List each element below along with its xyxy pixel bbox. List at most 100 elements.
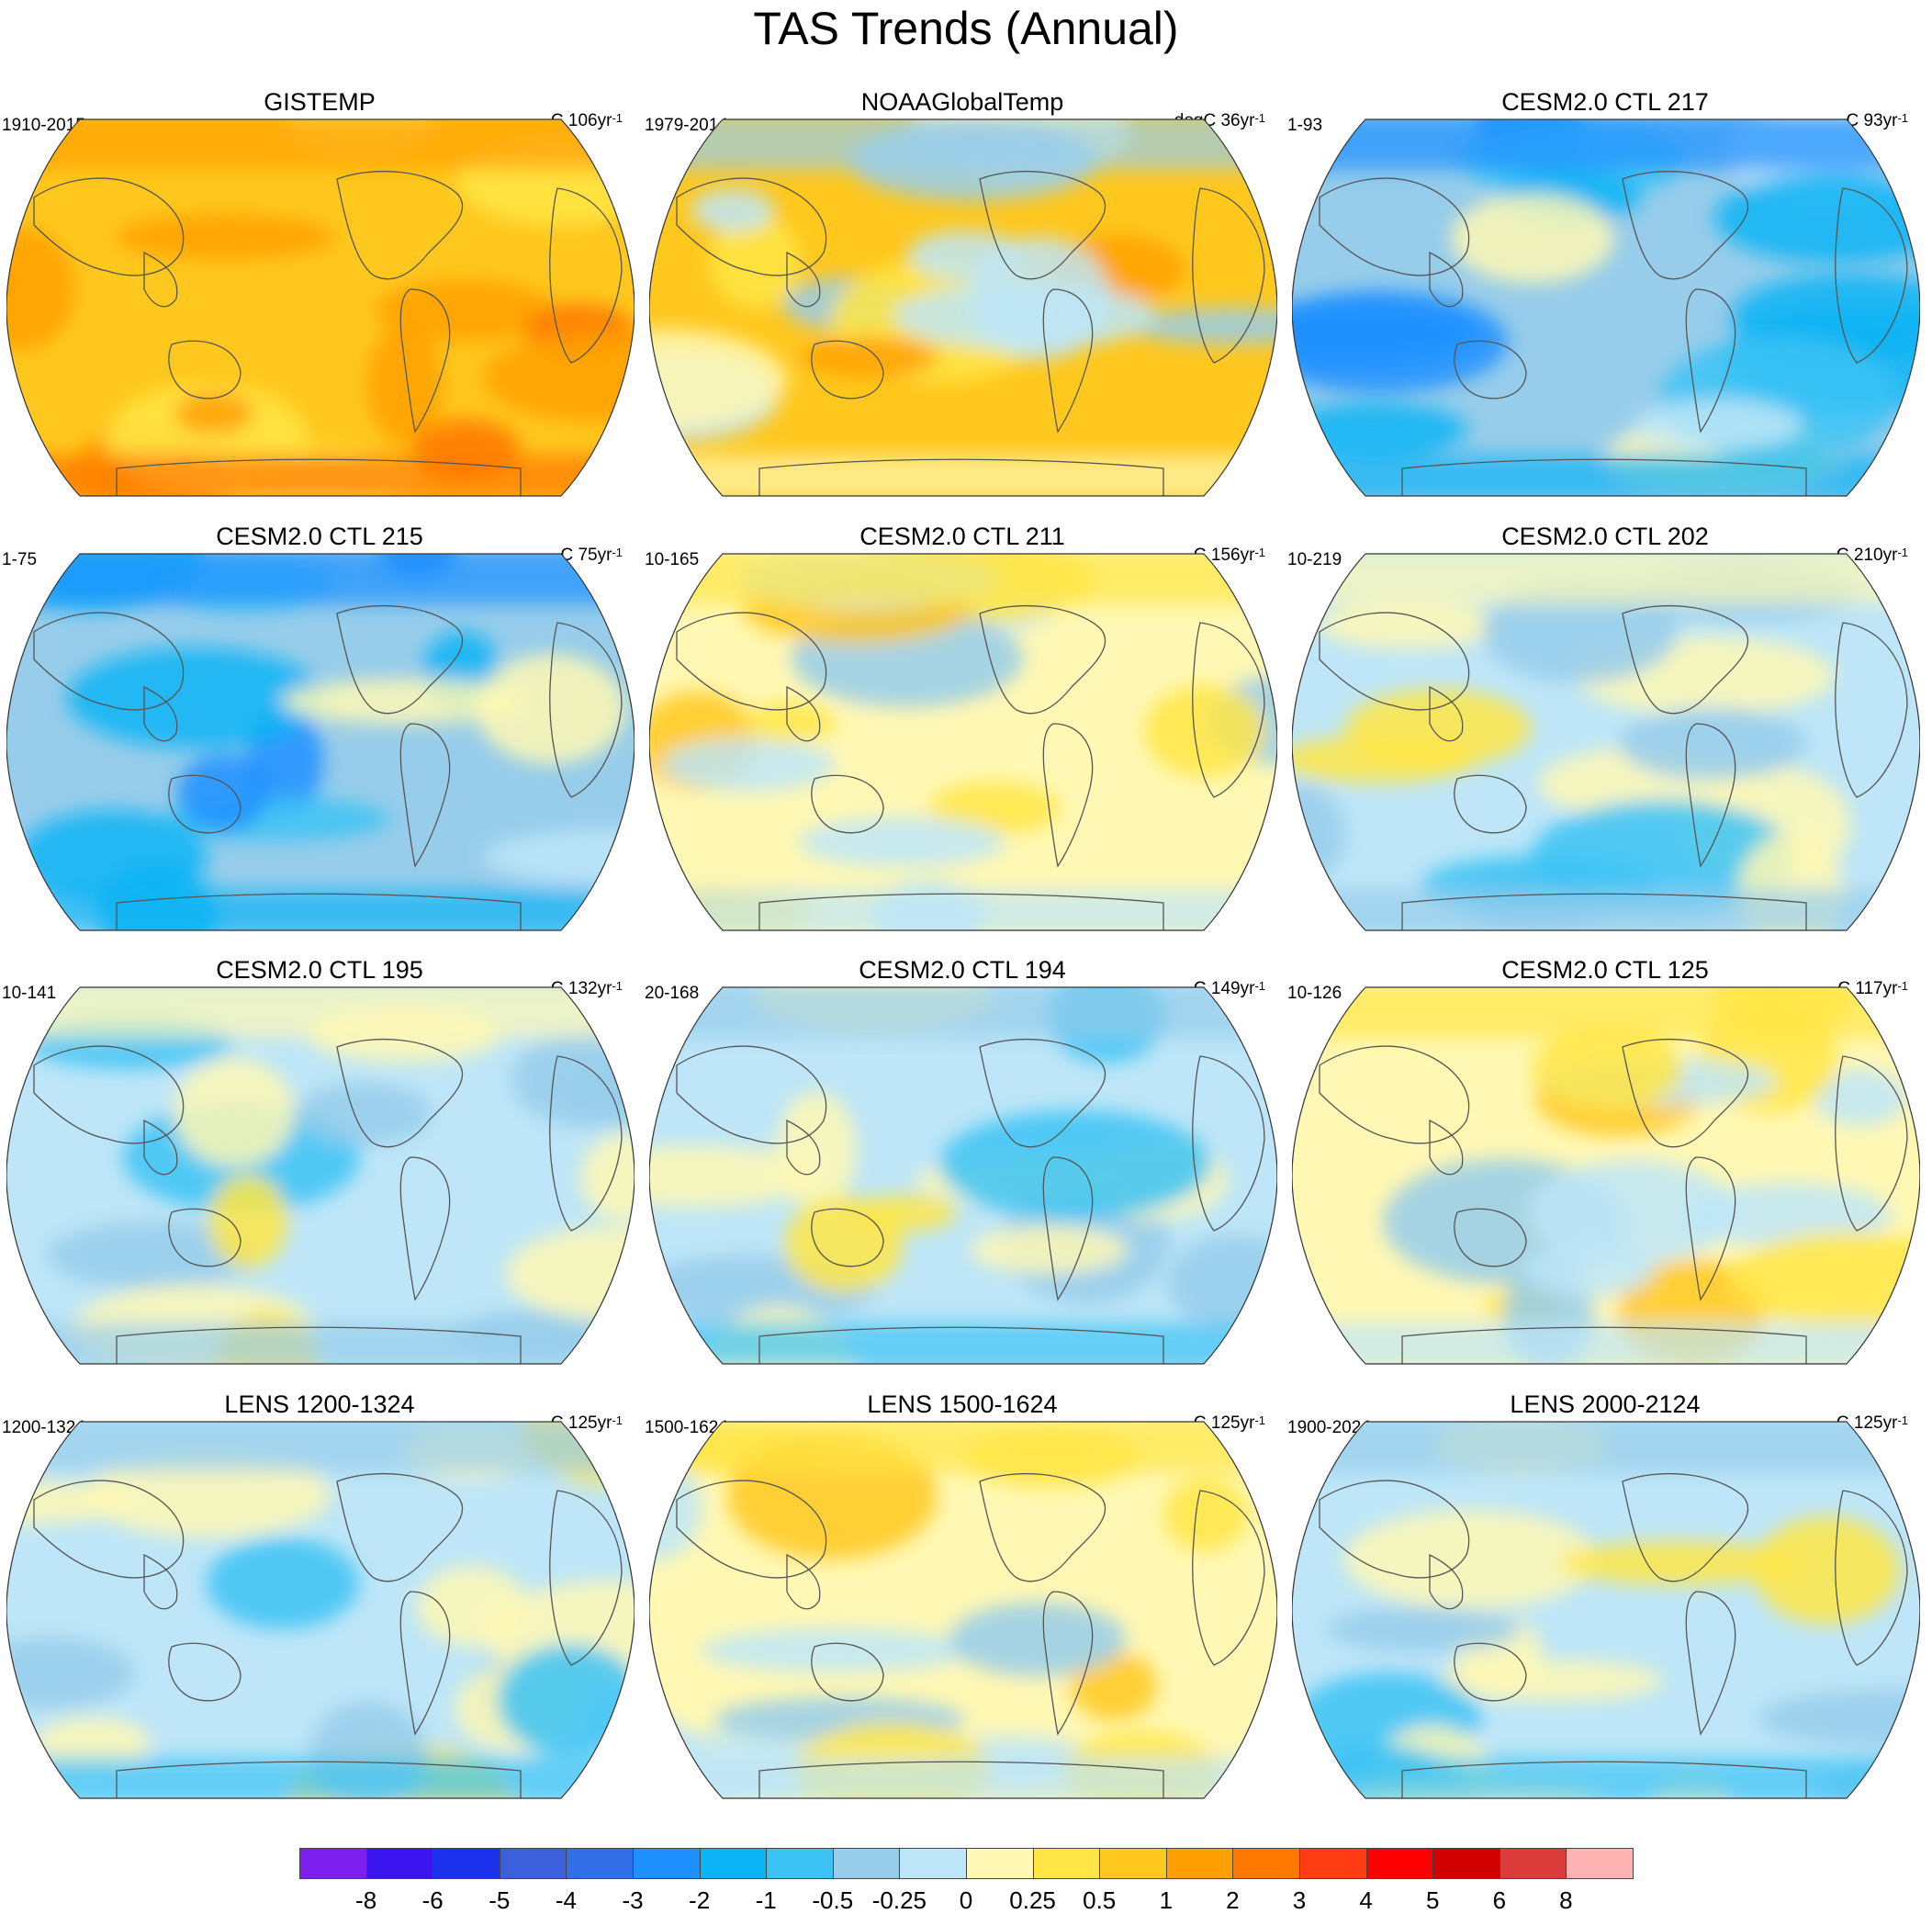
panel-title: LENS 1200-1324 [224,1390,415,1418]
map-panel: LENS 1200-1324 1200-1324 C 125yr-1 [0,1390,639,1799]
trend-anomaly-region [893,282,1156,350]
southern-ocean-band [1292,889,1920,930]
coastline [168,340,242,400]
colorbar-tick-label: -2 [689,1886,711,1914]
southern-ocean-band [649,889,1277,930]
robinson-map [649,986,1277,1365]
coastline [1319,1045,1470,1144]
map-outline [1292,1421,1920,1799]
coastline [168,1208,242,1267]
coastline [1192,1490,1265,1666]
trend-anomaly-region [174,1058,295,1166]
panel-units-exponent: -1 [612,979,623,993]
robinson-map [6,118,635,497]
trend-anomaly-region [511,1030,635,1129]
colorbar-segment [966,1848,1034,1879]
figure-title: TAS Trends (Annual) [753,3,1179,54]
coastline [758,1761,1164,1798]
southern-ocean-band [1292,455,1920,496]
map-panel: CESM2.0 CTL 211 10-165 C 156yr-1 [643,522,1282,931]
panel-units-exponent: -1 [1897,1413,1908,1427]
coastline [143,685,178,742]
panel-period: 10-126 [1287,984,1342,1003]
trend-anomaly-region [1529,1160,1735,1265]
colorbar-tick-label: 4 [1359,1886,1373,1914]
colorbar-segment [1165,1848,1234,1879]
coastline [336,171,464,280]
coastline [399,288,451,433]
coastline [549,1490,623,1666]
coastline [143,251,178,308]
colorbar-segment [1232,1848,1300,1879]
panel-period: 20-168 [645,984,700,1003]
panel-period: 1500-1624 [645,1418,728,1437]
coastline [1454,1642,1527,1702]
panel-period: 10-165 [645,550,700,569]
coastline [758,1326,1164,1364]
colorbar [299,1848,1634,1879]
coastline [979,1473,1106,1582]
coastline [549,622,623,798]
southern-ocean-band [6,1757,635,1798]
robinson-map [6,986,635,1365]
robinson-map [6,553,635,931]
colorbar-tick-label: -0.5 [812,1886,854,1914]
southern-ocean-band [649,455,1277,496]
panel-title: CESM2.0 CTL 217 [1501,88,1709,116]
coastline [1192,1055,1265,1232]
trend-anomaly-region [744,703,836,743]
coastline [786,251,821,308]
trend-anomaly-region [1451,194,1614,284]
coastline [811,774,884,834]
colorbar-tick-label: 3 [1292,1886,1307,1914]
panel-title: CESM2.0 CTL 215 [216,523,423,550]
arctic-band [6,1422,635,1472]
robinson-map [6,1421,635,1799]
arctic-band [1292,554,1920,604]
southern-ocean-band [649,1323,1277,1364]
coastline [549,1055,623,1232]
coastline [1429,1119,1464,1176]
coastline [1622,171,1749,280]
trend-anomaly-region [1163,1478,1248,1551]
coastline [1192,622,1265,798]
map-outline [6,553,635,931]
coastline [1835,1490,1908,1666]
trend-anomaly-region [799,817,1005,867]
coastline [1042,288,1094,433]
coastline [1835,622,1908,798]
coastline [1192,187,1265,364]
colorbar-tick-label: -8 [355,1886,377,1914]
arctic-band [649,554,1277,604]
coastline [811,1208,884,1267]
southern-ocean-band [1292,1323,1920,1364]
arctic-band [1292,119,1920,170]
map-outline [1292,986,1920,1365]
trend-anomaly-region [1292,299,1477,366]
map-panel: LENS 1500-1624 1500-1624 C 125yr-1 [643,1390,1282,1799]
colorbar-segment [1032,1848,1101,1879]
trend-anomaly-region [1344,1510,1598,1609]
map-outline [6,118,635,497]
coastline [786,685,821,742]
trend-anomaly-region [970,1226,1128,1274]
robinson-map [1292,1421,1920,1799]
robinson-map [1292,553,1920,931]
trend-anomaly-region [929,782,1060,835]
coastline [1454,774,1527,834]
coastline [116,458,522,496]
panel-units: C 93yr-1 [1846,110,1908,132]
trend-anomaly-region [662,738,835,792]
panel-title: CESM2.0 CTL 211 [859,523,1065,550]
coastline [549,187,623,364]
trend-anomaly-region [1328,1606,1521,1652]
colorbar-tick-label: 0 [959,1886,973,1914]
southern-ocean-band [6,1323,635,1364]
coastline [399,1156,451,1301]
coastline [1042,1156,1094,1301]
panel-units-text: C 93yr [1846,111,1898,130]
coastline [1622,1039,1749,1148]
coastline [758,893,1164,930]
coastline [676,1480,827,1579]
trend-anomaly-region [84,1453,331,1537]
